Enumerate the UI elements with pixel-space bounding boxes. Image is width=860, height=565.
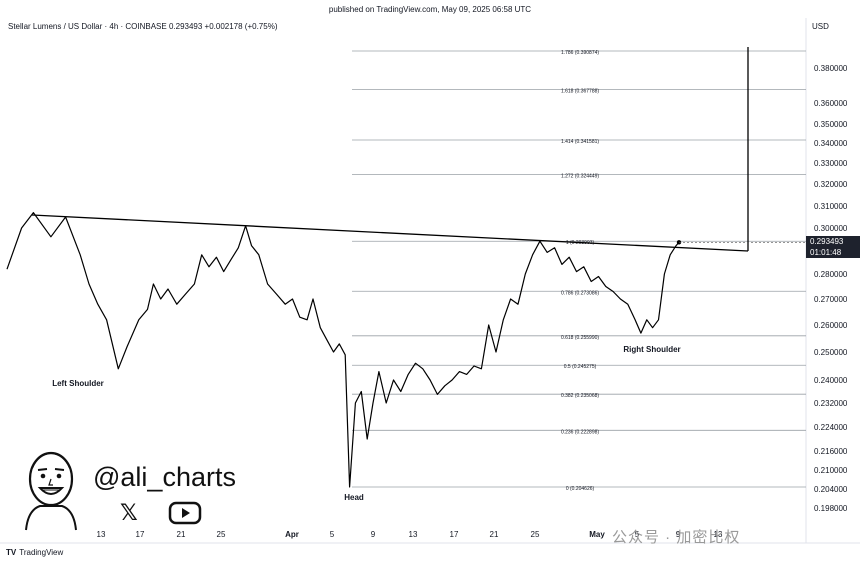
y-tick-label: 0.280000 xyxy=(814,270,848,279)
x-tick-label: 5 xyxy=(330,530,335,539)
y-tick-label: 0.380000 xyxy=(814,64,848,73)
tv-mark-icon: TV xyxy=(6,548,17,557)
bar-countdown: 01:01:48 xyxy=(810,248,842,257)
y-tick-label: 0.250000 xyxy=(814,348,848,357)
x-tick-label: 13 xyxy=(409,530,418,539)
x-tick-label: 9 xyxy=(371,530,376,539)
x-tick-label: Apr xyxy=(285,530,299,539)
pattern-annotation: Head xyxy=(344,493,364,502)
pattern-annotation: Left Shoulder xyxy=(52,379,104,388)
y-tick-label: 0.350000 xyxy=(814,120,848,129)
x-tick-label: 17 xyxy=(450,530,459,539)
x-tick-label: 21 xyxy=(177,530,186,539)
fib-level-label: 1 (0.293993) xyxy=(566,240,595,246)
fib-level-label: 0.618 (0.255990) xyxy=(561,335,599,341)
y-tick-label: 0.310000 xyxy=(814,202,848,211)
y-tick-label: 0.360000 xyxy=(814,99,848,108)
fib-level-label: 1.786 (0.390874) xyxy=(561,50,599,56)
fib-level-label: 0.236 (0.222898) xyxy=(561,429,599,435)
y-tick-label: 0.240000 xyxy=(814,376,848,385)
fib-level-label: 1.272 (0.324449) xyxy=(561,174,599,180)
neckline xyxy=(31,214,749,252)
fib-level-label: 1.414 (0.341581) xyxy=(561,139,599,145)
tradingview-label: TradingView xyxy=(19,548,64,557)
y-tick-label: 0.216000 xyxy=(814,447,848,456)
y-tick-label: 0.198000 xyxy=(814,504,848,513)
watermark: 公众号 · 加密比权 xyxy=(612,529,741,546)
author-handle: @ali_charts xyxy=(93,462,236,492)
x-tick-label: 13 xyxy=(714,530,723,539)
avatar-illustration-icon xyxy=(25,451,77,531)
published-note: published on TradingView.com, May 09, 20… xyxy=(328,5,532,14)
y-tick-label: 0.300000 xyxy=(814,224,848,233)
y-tick-label: 0.320000 xyxy=(814,180,848,189)
y-tick-label: 0.210000 xyxy=(814,466,848,475)
y-tick-label: 0.260000 xyxy=(814,321,848,330)
price-series-line xyxy=(6,212,680,488)
fib-level-label: 0.382 (0.235068) xyxy=(561,393,599,399)
y-tick-label: 0.224000 xyxy=(814,423,848,432)
currency-label: USD xyxy=(812,22,829,31)
fib-level-label: 0.786 (0.273086) xyxy=(561,290,599,296)
tradingview-logo[interactable]: TV TradingView xyxy=(6,548,63,557)
y-tick-label: 0.204000 xyxy=(814,485,848,494)
x-tick-label: 21 xyxy=(490,530,499,539)
y-tick-label: 0.340000 xyxy=(814,139,848,148)
x-tick-label: 9 xyxy=(676,530,681,539)
last-price-badge: 0.293493 01:01:48 xyxy=(806,236,860,258)
y-tick-label: 0.330000 xyxy=(814,159,848,168)
youtube-logo-icon[interactable] xyxy=(168,501,202,525)
fib-level-label: 0.5 (0.245275) xyxy=(564,364,597,370)
x-tick-label: 13 xyxy=(97,530,106,539)
last-price-value: 0.293493 xyxy=(810,237,844,246)
x-tick-label: 5 xyxy=(635,530,640,539)
pattern-annotation: Right Shoulder xyxy=(623,345,680,354)
x-tick-label: 17 xyxy=(136,530,145,539)
x-logo-icon[interactable]: 𝕏 xyxy=(120,500,138,525)
fib-level-label: 1.618 (0.367788) xyxy=(561,88,599,94)
fib-level-label: 0 (0.204626) xyxy=(566,486,595,492)
x-tick-label: 25 xyxy=(531,530,540,539)
y-tick-label: 0.232000 xyxy=(814,399,848,408)
y-tick-label: 0.270000 xyxy=(814,295,848,304)
x-tick-label: May xyxy=(589,530,605,539)
x-tick-label: 25 xyxy=(217,530,226,539)
symbol-legend[interactable]: Stellar Lumens / US Dollar · 4h · COINBA… xyxy=(8,22,278,31)
